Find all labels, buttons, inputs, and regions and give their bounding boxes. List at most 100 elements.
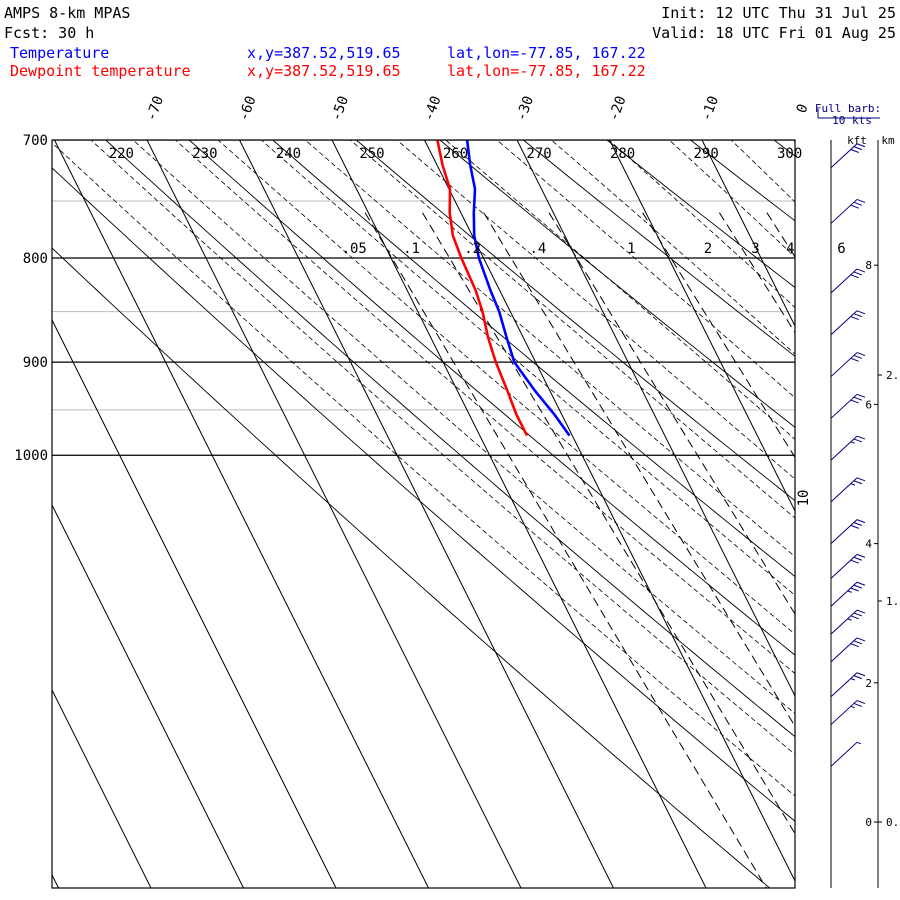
theta-label: 280: [610, 146, 635, 162]
pressure-tick-label: 700: [23, 133, 48, 149]
wind-barb-feather: [856, 393, 866, 398]
theta-label: 260: [443, 146, 468, 162]
wind-barb-feather: [850, 559, 859, 564]
wind-barb-feather: [856, 477, 866, 482]
init-time: Init: 12 UTC Thu 31 Jul 25: [661, 4, 896, 22]
wind-barb-half-feather: [847, 590, 852, 593]
mixing-ratio-label: .05: [342, 241, 367, 257]
kft-tick-label: 8: [865, 259, 872, 272]
moist-adiabat: [396, 140, 795, 480]
wind-barb-feather: [856, 352, 866, 357]
kft-tick-label: 6: [865, 398, 872, 411]
wind-barb-feather: [850, 615, 859, 620]
wind-barb-feather: [853, 313, 863, 318]
wind-barb-feather: [853, 271, 863, 276]
wind-barb-feather: [856, 198, 866, 203]
wind-barb-feather: [856, 519, 866, 524]
wind-barb-staff: [830, 352, 858, 377]
moist-adiabat: [842, 127, 900, 895]
theta-label: 300: [777, 146, 802, 162]
isotherm: [794, 140, 795, 143]
moist-adiabat: [496, 140, 795, 399]
wind-barb-staff: [830, 554, 858, 579]
wind-barb-staff: [830, 199, 858, 224]
wind-barb-feather: [853, 675, 863, 680]
moist-adiabat: [608, 140, 795, 309]
wind-barb-feather: [850, 643, 859, 648]
temperature-tick-label: -60: [236, 94, 260, 123]
moist-adiabat: [550, 140, 795, 355]
mixing-ratio-label: .1: [403, 241, 420, 257]
dry-adiabat: [606, 140, 795, 289]
wind-barb-feather: [856, 553, 866, 558]
isotherm: [52, 503, 244, 888]
isotherm: [239, 140, 614, 888]
km-tick-label: 2.: [886, 369, 899, 382]
wind-barb-feather: [853, 702, 863, 707]
wind-barb-half-feather: [850, 441, 855, 444]
mixing-ratio-label: 4: [786, 241, 794, 257]
theta-label: 270: [526, 146, 551, 162]
wind-barb-feather: [850, 524, 859, 529]
mixing-ratio-label: .2: [464, 241, 481, 257]
wind-barb-half-feather: [850, 705, 855, 709]
pressure-tick-label: 900: [23, 355, 48, 371]
mixing-ratio-label: 3: [751, 241, 759, 257]
moist-adiabat: [132, 140, 795, 715]
moist-adiabat: [90, 140, 795, 755]
background-grid: [52, 127, 900, 895]
theta-label: 290: [693, 146, 718, 162]
wind-barb-staff: [830, 393, 858, 419]
kft-tick-label: 0: [865, 816, 872, 829]
pressure-tick-label: 1000: [14, 448, 48, 464]
dry-adiabat: [355, 140, 795, 502]
dewpoint-legend: Dewpoint temperature: [10, 62, 191, 80]
temperature-tick-label: -30: [513, 94, 537, 123]
temperature-tick-label: -40: [421, 94, 445, 123]
dry-adiabat: [522, 140, 795, 357]
mixing-ratio-line: [766, 212, 795, 258]
wind-barb-feather: [850, 357, 859, 362]
dry-adiabat: [439, 140, 795, 428]
moist-adiabat: [260, 140, 795, 596]
barb-key-speed: 10 kts: [832, 114, 872, 127]
wind-barb-feather: [856, 581, 866, 586]
mixing-ratio-line: [483, 212, 795, 728]
mixing-ratio-line: [422, 212, 795, 835]
wind-barb-feather: [853, 584, 863, 589]
wind-barb-feather: [850, 204, 859, 209]
temperature-profile: [465, 139, 571, 437]
kft-axis-label: kft: [847, 134, 867, 147]
mixing-ratio-label: .4: [529, 241, 546, 257]
model-title: AMPS 8-km MPAS: [4, 4, 130, 22]
pressure-tick-label: 800: [23, 251, 48, 267]
isotherm: [54, 140, 429, 888]
temperature-latlon: lat,lon=-77.85, 167.22: [447, 44, 646, 62]
wind-barb-staff: [830, 741, 858, 767]
wind-barb-feather: [853, 146, 863, 151]
wind-barb-staff: [830, 477, 858, 503]
kft-tick-label: 2: [865, 677, 872, 690]
dewpoint-profile: [436, 139, 529, 437]
dry-adiabat: [188, 140, 795, 656]
wind-barb-panel: 8 6 4 2 0 2. 1. 0.: [817, 109, 899, 888]
dewpoint-xy: x,y=387.52,519.65: [247, 62, 401, 80]
theta-label: 250: [359, 146, 384, 162]
isotherm: [52, 688, 152, 888]
wind-barb-feather: [853, 480, 863, 485]
temperature-tick-label: -70: [143, 94, 167, 123]
isotherm: [331, 140, 707, 888]
wind-barb-staff: [830, 310, 858, 336]
km-tick-label: 0.: [886, 816, 899, 829]
dry-adiabat: [272, 140, 795, 578]
wind-barb-feather: [853, 522, 863, 526]
wind-barb-feather: [856, 609, 866, 614]
km-axis-label: km: [881, 134, 895, 147]
wind-barb-staff: [830, 268, 858, 294]
mixing-ratio-line: [718, 212, 795, 334]
wind-barb-feather: [853, 438, 863, 443]
moist-adiabat: [304, 140, 795, 558]
wind-barb-staff: [830, 519, 858, 544]
wind-barb-feather: [853, 640, 863, 645]
